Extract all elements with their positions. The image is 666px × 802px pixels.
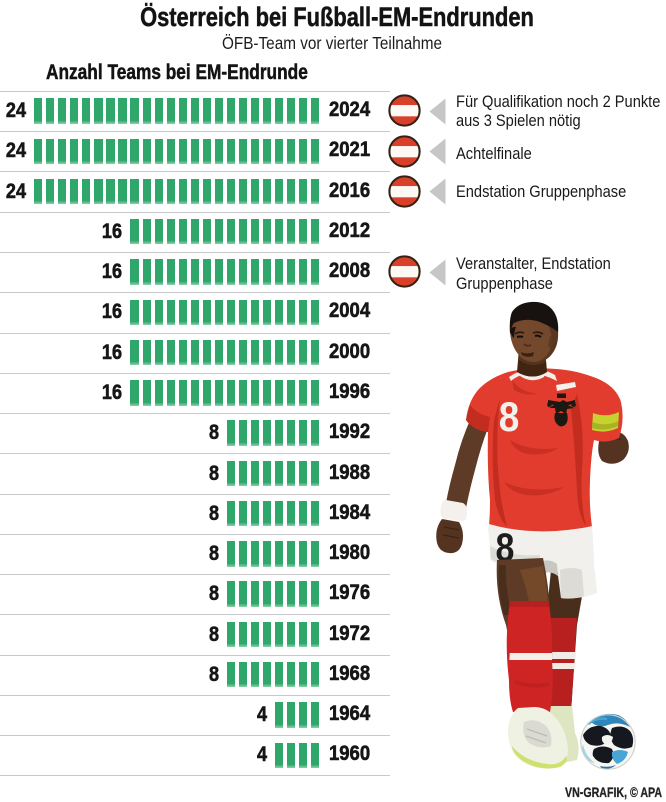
svg-text:8: 8	[499, 394, 520, 441]
svg-text:8: 8	[496, 524, 515, 569]
